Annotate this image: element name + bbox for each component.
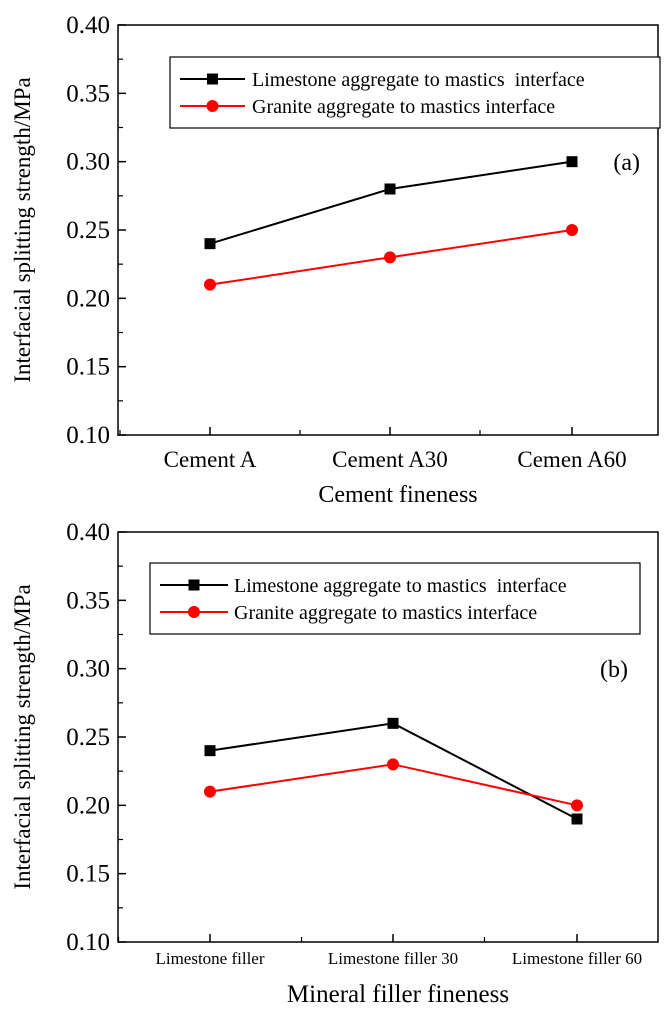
series-line-limestone (209, 722, 578, 820)
legend-marker-square (188, 579, 200, 591)
data-point-square (566, 156, 578, 168)
data-point-square (204, 745, 216, 757)
data-point-square (571, 813, 583, 825)
x-tick-label: Cement A30 (332, 447, 448, 472)
legend-box (149, 562, 641, 635)
y-tick-label: 0.40 (66, 519, 110, 546)
y-tick-label: 0.20 (66, 792, 110, 819)
data-point-square (387, 717, 399, 729)
legend-marker-square (207, 73, 218, 85)
data-point-circle (204, 785, 216, 798)
panel-label: (a) (613, 150, 640, 176)
series-line-limestone (209, 160, 573, 245)
legend-marker-circle (206, 100, 219, 112)
y-axis-label: Interfacial splitting strength/MPa (10, 77, 35, 382)
legend-entry-label: Granite aggregate to mastics interface (252, 96, 555, 118)
legend: Limestone aggregate to mastics interface… (149, 562, 641, 635)
y-tick-label: 0.15 (66, 354, 110, 381)
data-point-circle (566, 224, 578, 236)
data-point-circle (204, 278, 216, 291)
y-tick-label: 0.30 (66, 656, 110, 683)
x-axis-label: Mineral filler fineness (287, 981, 509, 1008)
y-axis-label: Interfacial splitting strength/MPa (10, 584, 35, 889)
legend-entry-label: Limestone aggregate to mastics interface (252, 69, 585, 91)
data-point-circle (387, 758, 399, 771)
x-axis-label: Cement fineness (318, 482, 477, 508)
data-point-square (384, 183, 396, 195)
data-point-square (204, 238, 216, 250)
y-tick-label: 0.10 (66, 422, 110, 449)
legend-marker-circle (188, 606, 200, 618)
legend: Limestone aggregate to mastics interface… (169, 56, 661, 129)
y-tick-label: 0.10 (66, 929, 110, 956)
y-tick-label: 0.35 (66, 587, 110, 614)
x-tick-label: Limestone filler (155, 949, 264, 968)
y-tick-label: 0.15 (66, 861, 110, 888)
data-point-circle (384, 251, 396, 264)
legend-box (169, 56, 661, 129)
series-line-granite (209, 763, 578, 807)
legend-entry-label: Limestone aggregate to mastics interface (234, 575, 567, 597)
y-tick-label: 0.30 (66, 149, 110, 176)
chart-panel-b: 0.10 0.15 0.20 0.25 0.30 0.35 0.40 Limestone fi… (10, 519, 659, 1008)
y-tick-label: 0.35 (66, 80, 110, 107)
y-tick-label: 0.25 (66, 217, 110, 244)
x-tick-label: Limestone filler 60 (512, 949, 642, 968)
legend-entry-label: Granite aggregate to mastics interface (234, 602, 537, 624)
data-point-circle (571, 799, 583, 812)
chart-panel-a: 0.10 0.15 0.20 0.25 0.30 0.35 0.40 Cement A Ceme… (10, 12, 661, 508)
y-tick-label: 0.40 (66, 12, 110, 39)
x-tick-label: Cemen A60 (517, 447, 626, 472)
y-tick-label: 0.20 (66, 285, 110, 312)
y-tick-label: 0.25 (66, 724, 110, 751)
x-tick-label: Cement A (164, 447, 257, 472)
x-tick-label: Limestone filler 30 (328, 949, 458, 968)
panel-label: (b) (600, 657, 628, 683)
